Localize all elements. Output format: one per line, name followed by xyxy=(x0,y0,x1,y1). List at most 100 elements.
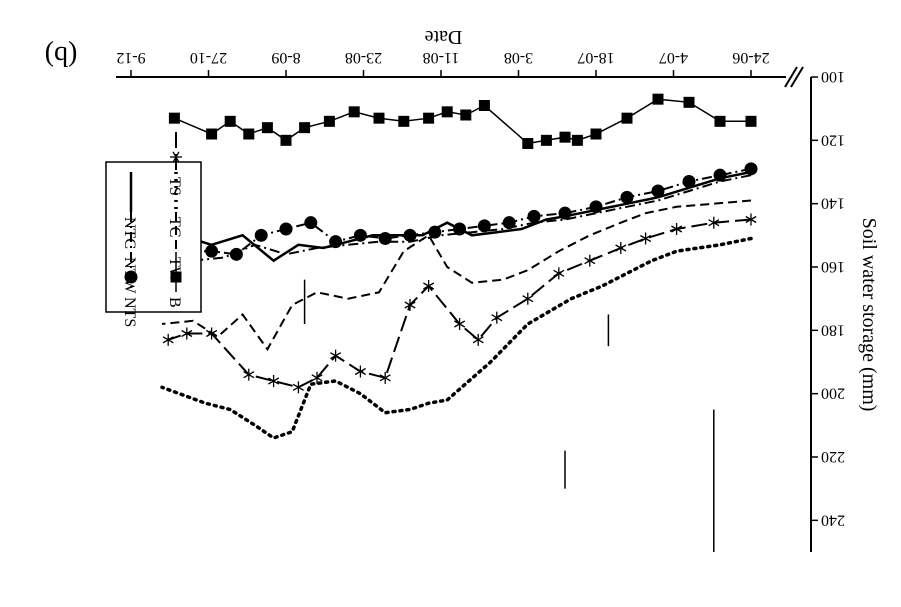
y-tick-label: 180 xyxy=(821,321,845,338)
data-point xyxy=(172,151,180,163)
x-tick-label: 24-06 xyxy=(732,49,769,66)
legend-item-nts: NTS xyxy=(121,252,138,327)
y-tick-label: 140 xyxy=(821,195,845,212)
data-point xyxy=(243,371,255,379)
x-tick-label: 27-10 xyxy=(190,49,227,66)
series-nts xyxy=(155,162,758,261)
data-point xyxy=(348,106,360,118)
data-point xyxy=(330,352,342,360)
data-point xyxy=(683,96,695,108)
data-point xyxy=(651,184,665,198)
data-point xyxy=(311,374,323,382)
data-point xyxy=(708,219,720,227)
data-point xyxy=(652,93,664,105)
y-axis-label: Soil water storage (mm) xyxy=(858,218,880,412)
data-point xyxy=(540,134,552,146)
x-axis-label: Date xyxy=(425,26,463,48)
axis-break-mark xyxy=(784,66,798,88)
legend-label: TW xyxy=(166,257,183,283)
legend-item-tw: TW xyxy=(166,212,183,283)
series-line xyxy=(161,199,752,352)
data-point xyxy=(403,228,417,242)
x-tick-label: 9-12 xyxy=(116,49,145,66)
x-tick-label: 11-08 xyxy=(423,49,460,66)
data-point xyxy=(590,128,602,140)
legend-item-b: B xyxy=(166,252,183,308)
legend-label: B xyxy=(166,297,183,308)
x-tick-label: 8-09 xyxy=(271,49,300,66)
data-point xyxy=(745,215,757,224)
data-point xyxy=(205,244,219,258)
data-point xyxy=(254,228,268,242)
data-point xyxy=(428,225,442,239)
y-tick-label: 160 xyxy=(821,258,845,275)
legend-label: NTS xyxy=(121,297,138,327)
panel-label: (b) xyxy=(45,40,78,71)
data-point xyxy=(671,225,683,233)
y-tick-label: 120 xyxy=(821,131,845,148)
data-point xyxy=(261,122,273,134)
chart-root: 100 120 140 160 180 200 220 240 24-06 4-07 18-07 3-… xyxy=(45,26,880,552)
data-point xyxy=(170,271,182,283)
data-point xyxy=(378,232,392,245)
legend-label: TC xyxy=(166,217,183,237)
data-point xyxy=(398,115,410,127)
legend-label: NTW xyxy=(121,257,138,294)
data-point xyxy=(423,112,435,124)
data-point xyxy=(620,190,634,204)
series-b xyxy=(168,93,757,149)
x-tick-label: 23-08 xyxy=(345,49,382,66)
annotations xyxy=(303,279,715,552)
data-point xyxy=(404,301,416,309)
data-point xyxy=(478,100,490,111)
data-point xyxy=(621,112,633,124)
series-ntc xyxy=(161,170,752,263)
x-tick-label: 4-07 xyxy=(659,49,688,66)
data-point xyxy=(640,234,652,243)
data-point xyxy=(571,134,583,146)
data-point xyxy=(299,122,311,134)
data-point xyxy=(615,244,627,252)
data-point xyxy=(744,162,758,176)
x-tick-label: 18-07 xyxy=(577,49,614,66)
data-point xyxy=(229,247,243,261)
series-line xyxy=(160,236,753,440)
data-point xyxy=(124,270,138,284)
data-point xyxy=(323,115,335,127)
data-point xyxy=(379,374,391,382)
data-point xyxy=(206,128,218,140)
data-point xyxy=(558,206,572,220)
data-point xyxy=(527,209,541,223)
data-point xyxy=(522,295,534,303)
legend: B TW TC TS NTS NTW NTC xyxy=(105,132,202,327)
data-point xyxy=(423,282,435,290)
data-point xyxy=(453,222,467,236)
data-point xyxy=(682,175,696,188)
data-point xyxy=(353,228,367,242)
legend-label: TS xyxy=(166,177,183,196)
data-point xyxy=(477,219,491,233)
data-point xyxy=(162,336,174,344)
legend-box xyxy=(105,161,202,313)
y-tick-label: 100 xyxy=(821,68,845,85)
y-tick-label: 240 xyxy=(821,511,845,528)
legend-item-tc: TC xyxy=(166,172,183,237)
legend-item-ntw: NTW xyxy=(121,212,138,294)
data-point xyxy=(292,383,304,391)
data-point xyxy=(589,200,603,214)
legend-item-ntc: NTC xyxy=(121,172,138,249)
data-point xyxy=(713,168,727,182)
data-point xyxy=(559,131,571,143)
data-point xyxy=(329,235,343,249)
data-point xyxy=(224,115,236,127)
legend-item-ts: TS xyxy=(166,132,183,196)
data-point xyxy=(280,134,292,146)
data-point xyxy=(268,377,280,385)
data-point xyxy=(168,112,180,124)
data-point xyxy=(460,109,472,121)
data-point xyxy=(522,138,534,149)
series-line xyxy=(161,170,752,263)
x-tick-label: 3-08 xyxy=(504,49,533,66)
data-point xyxy=(553,269,565,277)
